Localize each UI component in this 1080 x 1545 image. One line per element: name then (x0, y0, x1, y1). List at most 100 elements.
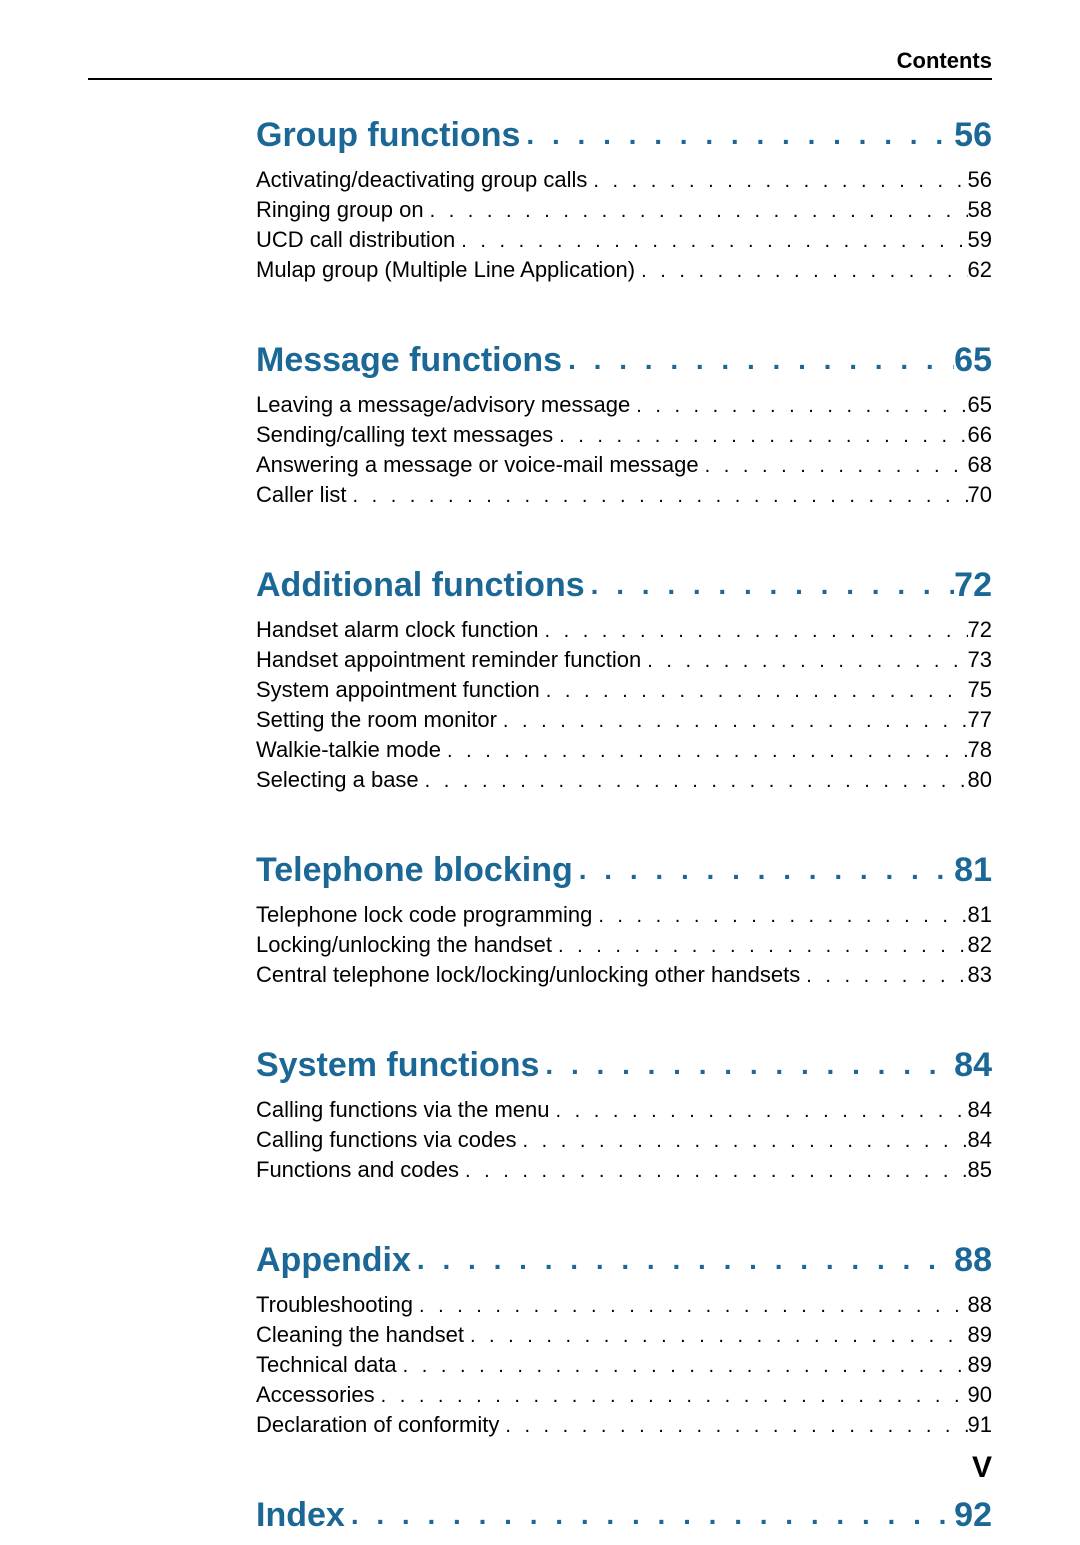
toc-section: Message functions . . . . . . . . . . . … (256, 341, 992, 510)
toc-entry[interactable]: Cleaning the handset . . . . . . . . . .… (256, 1320, 992, 1350)
toc-section-page: 81 (954, 851, 992, 890)
toc-entry[interactable]: Telephone lock code programming . . . . … (256, 900, 992, 930)
dot-leader: . . . . . . . . . . . . . . . . . . . . … (538, 618, 967, 645)
dot-leader: . . . . . . . . . . . . . . . . . . . . … (641, 648, 967, 675)
toc-entry-title: Caller list (256, 480, 346, 510)
toc-entry-page: 62 (968, 255, 992, 285)
dot-leader: . . . . . . . . . . . . . . . . . . . . … (585, 569, 955, 601)
toc-entry[interactable]: Accessories . . . . . . . . . . . . . . … (256, 1380, 992, 1410)
toc-entry-page: 83 (968, 960, 992, 990)
toc-entry-title: Central telephone lock/locking/unlocking… (256, 960, 800, 990)
toc-entry[interactable]: Selecting a base . . . . . . . . . . . .… (256, 765, 992, 795)
toc-entry-title: Activating/deactivating group calls (256, 165, 587, 195)
dot-leader: . . . . . . . . . . . . . . . . . . . . … (550, 1098, 968, 1125)
toc-entry-page: 81 (968, 900, 992, 930)
header-rule (88, 78, 992, 80)
toc-entry-title: Calling functions via codes (256, 1125, 516, 1155)
dot-leader: . . . . . . . . . . . . . . . . . . . . … (499, 1413, 967, 1440)
toc-entry-page: 58 (968, 195, 992, 225)
toc-entry[interactable]: Activating/deactivating group calls . . … (256, 165, 992, 195)
toc-entry[interactable]: Caller list . . . . . . . . . . . . . . … (256, 480, 992, 510)
toc-entry-title: Walkie-talkie mode (256, 735, 441, 765)
toc-entry-title: Cleaning the handset (256, 1320, 464, 1350)
toc-entry[interactable]: Calling functions via codes . . . . . . … (256, 1125, 992, 1155)
toc-section-title: Group functions (256, 116, 520, 155)
toc-entry-title: Answering a message or voice-mail messag… (256, 450, 699, 480)
toc-section-heading[interactable]: Group functions . . . . . . . . . . . . … (256, 116, 992, 155)
toc-entry-page: 66 (968, 420, 992, 450)
toc-entry[interactable]: System appointment function . . . . . . … (256, 675, 992, 705)
toc-entry[interactable]: Sending/calling text messages . . . . . … (256, 420, 992, 450)
toc-entry-page: 85 (968, 1155, 992, 1185)
toc-section: Group functions . . . . . . . . . . . . … (256, 116, 992, 285)
toc-section-heading[interactable]: Message functions . . . . . . . . . . . … (256, 341, 992, 380)
toc-section-page: 88 (954, 1241, 992, 1280)
toc-entry[interactable]: Functions and codes . . . . . . . . . . … (256, 1155, 992, 1185)
toc-entry[interactable]: Central telephone lock/locking/unlocking… (256, 960, 992, 990)
toc-section: Additional functions . . . . . . . . . .… (256, 566, 992, 795)
toc-section-page: 56 (954, 116, 992, 155)
toc-section-heading[interactable]: Appendix . . . . . . . . . . . . . . . .… (256, 1241, 992, 1280)
toc-section-heading[interactable]: Additional functions . . . . . . . . . .… (256, 566, 992, 605)
toc-entry[interactable]: Calling functions via the menu . . . . .… (256, 1095, 992, 1125)
toc-entry-page: 80 (968, 765, 992, 795)
toc-entry-title: System appointment function (256, 675, 540, 705)
toc-entry-title: Sending/calling text messages (256, 420, 553, 450)
toc-entry[interactable]: Walkie-talkie mode . . . . . . . . . . .… (256, 735, 992, 765)
toc-section-heading[interactable]: Telephone blocking . . . . . . . . . . .… (256, 851, 992, 890)
dot-leader: . . . . . . . . . . . . . . . . . . . . … (699, 453, 968, 480)
toc-entry-page: 88 (968, 1290, 992, 1320)
toc-entry[interactable]: Ringing group on . . . . . . . . . . . .… (256, 195, 992, 225)
toc-entry[interactable]: UCD call distribution . . . . . . . . . … (256, 225, 992, 255)
toc-entry-page: 89 (968, 1320, 992, 1350)
toc-entry-title: Functions and codes (256, 1155, 459, 1185)
toc-entry-page: 84 (968, 1095, 992, 1125)
toc-entry-page: 82 (968, 930, 992, 960)
toc-entry[interactable]: Handset appointment reminder function . … (256, 645, 992, 675)
toc-entry[interactable]: Declaration of conformity . . . . . . . … (256, 1410, 992, 1440)
toc-entry-page: 56 (968, 165, 992, 195)
toc-entry-title: Technical data (256, 1350, 397, 1380)
toc-content: Group functions . . . . . . . . . . . . … (256, 116, 992, 1545)
toc-section: Appendix . . . . . . . . . . . . . . . .… (256, 1241, 992, 1440)
toc-section-title: Index (256, 1496, 345, 1535)
toc-entry[interactable]: Handset alarm clock function . . . . . .… (256, 615, 992, 645)
toc-section-title: Telephone blocking (256, 851, 573, 890)
toc-entry-page: 59 (968, 225, 992, 255)
dot-leader: . . . . . . . . . . . . . . . . . . . . … (516, 1128, 967, 1155)
toc-entry[interactable]: Leaving a message/advisory message . . .… (256, 390, 992, 420)
dot-leader: . . . . . . . . . . . . . . . . . . . . … (413, 1293, 968, 1320)
toc-entry-title: Handset alarm clock function (256, 615, 538, 645)
toc-entry-title: Declaration of conformity (256, 1410, 499, 1440)
toc-entry-title: Leaving a message/advisory message (256, 390, 630, 420)
dot-leader: . . . . . . . . . . . . . . . . . . . . … (630, 393, 967, 420)
dot-leader: . . . . . . . . . . . . . . . . . . . . … (345, 1499, 954, 1531)
dot-leader: . . . . . . . . . . . . . . . . . . . . … (540, 678, 968, 705)
toc-entry-page: 70 (968, 480, 992, 510)
toc-entry[interactable]: Locking/unlocking the handset . . . . . … (256, 930, 992, 960)
toc-entry[interactable]: Technical data . . . . . . . . . . . . .… (256, 1350, 992, 1380)
toc-section-heading[interactable]: Index . . . . . . . . . . . . . . . . . … (256, 1496, 992, 1535)
toc-entry-title: Locking/unlocking the handset (256, 930, 552, 960)
toc-entry-page: 73 (968, 645, 992, 675)
toc-entry-page: 84 (968, 1125, 992, 1155)
toc-section-page: 84 (954, 1046, 992, 1085)
dot-leader: . . . . . . . . . . . . . . . . . . . . … (464, 1323, 968, 1350)
dot-leader: . . . . . . . . . . . . . . . . . . . . … (553, 423, 967, 450)
toc-entry[interactable]: Answering a message or voice-mail messag… (256, 450, 992, 480)
toc-entry-title: Setting the room monitor (256, 705, 497, 735)
toc-section: System functions . . . . . . . . . . . .… (256, 1046, 992, 1185)
toc-entry[interactable]: Setting the room monitor . . . . . . . .… (256, 705, 992, 735)
toc-entry-page: 90 (968, 1380, 992, 1410)
toc-entry-title: Mulap group (Multiple Line Application) (256, 255, 635, 285)
toc-section-heading[interactable]: System functions . . . . . . . . . . . .… (256, 1046, 992, 1085)
toc-entry[interactable]: Mulap group (Multiple Line Application) … (256, 255, 992, 285)
dot-leader: . . . . . . . . . . . . . . . . . . . . … (520, 119, 954, 151)
dot-leader: . . . . . . . . . . . . . . . . . . . . … (587, 168, 967, 195)
dot-leader: . . . . . . . . . . . . . . . . . . . . … (562, 344, 954, 376)
toc-entry[interactable]: Troubleshooting . . . . . . . . . . . . … (256, 1290, 992, 1320)
toc-entry-page: 65 (968, 390, 992, 420)
toc-entry-title: Ringing group on (256, 195, 424, 225)
toc-entry-page: 72 (968, 615, 992, 645)
toc-section-page: 65 (954, 341, 992, 380)
